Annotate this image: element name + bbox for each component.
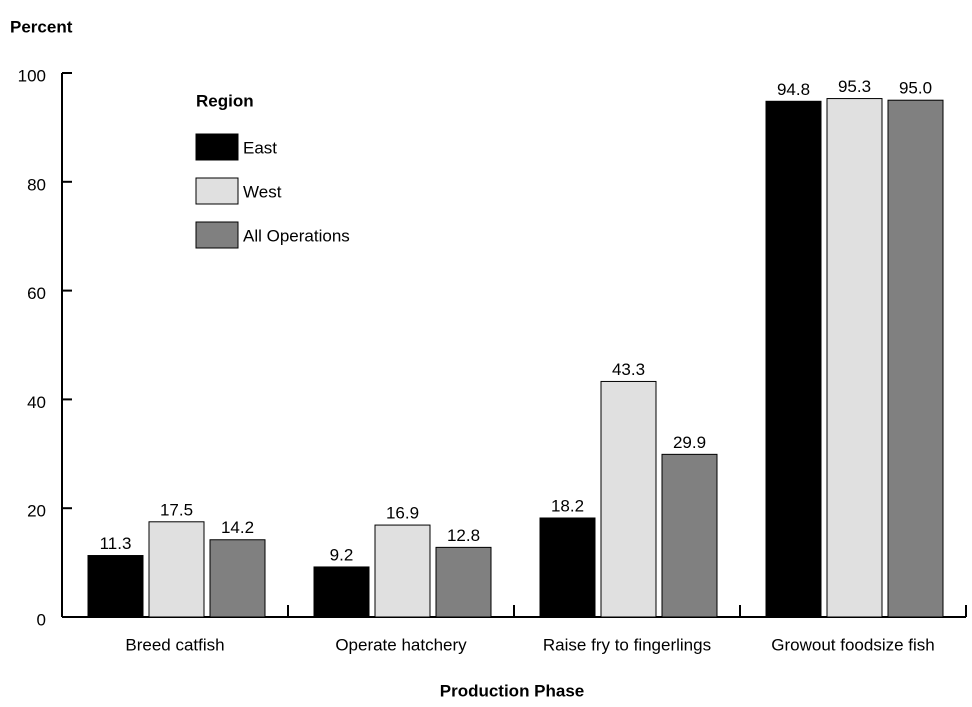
x-tick-label: Growout foodsize fish (771, 635, 934, 654)
y-tick-label: 60 (27, 284, 46, 303)
value-label: 16.9 (386, 504, 419, 523)
value-label: 14.2 (221, 518, 254, 537)
y-tick-label: 40 (27, 393, 46, 412)
bar (313, 566, 370, 618)
bar (374, 524, 431, 618)
value-label: 43.3 (612, 360, 645, 379)
value-label: 18.2 (551, 496, 584, 515)
y-tick-label: 0 (37, 610, 46, 629)
legend-label: All Operations (243, 226, 350, 245)
y-tick-label: 100 (18, 66, 46, 85)
legend-swatch (195, 177, 239, 205)
bar (148, 521, 205, 618)
bar (765, 100, 822, 618)
bar (539, 517, 596, 618)
value-label: 95.3 (838, 77, 871, 96)
x-tick-label: Breed catfish (125, 635, 224, 654)
x-tick-label: Operate hatchery (335, 635, 467, 654)
legend-swatch (195, 133, 239, 161)
x-axis-title: Production Phase (440, 681, 585, 700)
value-label: 11.3 (100, 534, 132, 553)
value-label: 9.2 (330, 545, 354, 564)
legend-swatch (195, 221, 239, 249)
legend-label: East (243, 138, 277, 157)
y-tick-label: 20 (27, 502, 46, 521)
x-tick-label: Raise fry to fingerlings (543, 635, 711, 654)
bar (661, 453, 718, 618)
legend-title: Region (196, 91, 254, 110)
bar (826, 98, 883, 618)
bar (435, 546, 492, 618)
y-axis-title: Percent (10, 17, 73, 36)
bar (600, 380, 657, 618)
value-label: 95.0 (899, 79, 932, 98)
legend-label: West (243, 182, 282, 201)
bar (87, 555, 144, 618)
bar (209, 539, 266, 618)
value-label: 17.5 (160, 500, 193, 519)
value-label: 29.9 (673, 433, 706, 452)
value-label: 12.8 (447, 526, 480, 545)
bar (887, 99, 944, 618)
y-tick-label: 80 (27, 175, 46, 194)
value-label: 94.8 (777, 80, 810, 99)
